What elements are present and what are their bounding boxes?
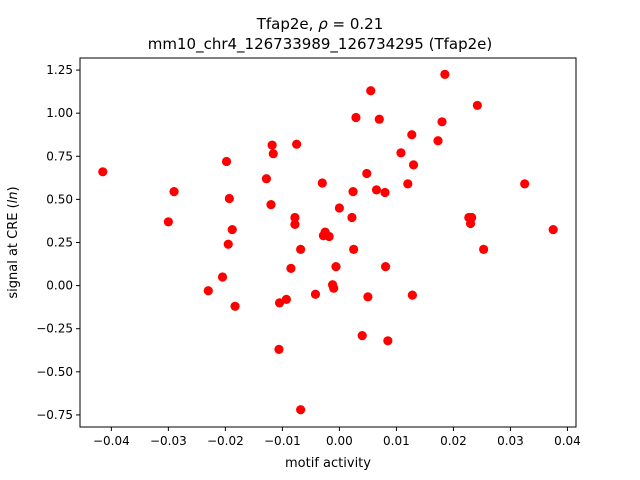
data-point-34: [349, 244, 359, 254]
y-axis-label: signal at CRE (ln): [6, 186, 21, 298]
data-point-52: [440, 69, 450, 79]
data-point-55: [467, 212, 477, 223]
data-point-23: [310, 289, 321, 299]
data-point-56: [472, 100, 482, 111]
data-point-57: [479, 244, 489, 254]
data-point-14: [274, 344, 284, 355]
title-suffix: = 0.21: [328, 15, 384, 33]
data-point-0: [98, 167, 108, 177]
x-tick-label-8: 0.04: [554, 434, 581, 448]
plot-frame: [79, 57, 577, 428]
data-point-27: [324, 231, 334, 242]
data-point-49: [408, 160, 419, 170]
x-axis-label: motif activity: [285, 456, 371, 471]
data-point-32: [347, 212, 357, 223]
data-point-39: [366, 86, 376, 96]
data-point-7: [224, 193, 234, 204]
x-tick-label-2: −0.02: [207, 434, 244, 448]
data-point-45: [396, 148, 406, 158]
data-points: [98, 69, 558, 415]
data-point-16: [281, 294, 291, 304]
data-point-47: [407, 130, 417, 140]
data-point-15: [274, 298, 285, 308]
chart-title-line2: mm10_chr4_126733989_126734295 (Tfap2e): [148, 35, 492, 54]
y-tick-label-5: 0.50: [46, 192, 73, 206]
data-point-38: [363, 292, 373, 302]
data-point-30: [331, 262, 341, 272]
y-axis-ticks: −0.75 −0.50 −0.25 0.00 0.25 0.50 0.75 1.00 1.25: [36, 63, 80, 422]
y-axis-label-ln: ln: [6, 191, 21, 203]
y-tick-label-4: 0.25: [46, 236, 73, 250]
data-point-44: [383, 336, 393, 346]
data-point-33: [348, 187, 358, 197]
y-tick-label-1: −0.50: [36, 365, 73, 379]
y-tick-label-3: 0.00: [46, 279, 73, 293]
data-point-41: [374, 114, 384, 124]
data-point-22: [296, 405, 306, 415]
data-point-40: [371, 185, 382, 195]
data-point-48: [407, 290, 417, 300]
data-point-5: [221, 156, 232, 167]
data-point-51: [437, 117, 447, 127]
data-point-59: [548, 224, 558, 235]
x-tick-label-7: 0.03: [497, 434, 524, 448]
data-point-10: [261, 174, 272, 184]
data-point-8: [227, 224, 237, 235]
y-axis-label-prefix: signal at CRE (: [6, 203, 21, 298]
chart-title-line1: Tfap2e, ρ = 0.21: [256, 15, 384, 33]
y-tick-label-7: 1.00: [46, 106, 73, 120]
data-point-24: [317, 178, 327, 188]
data-point-12: [267, 140, 277, 150]
x-tick-label-1: −0.03: [150, 434, 187, 448]
data-point-37: [362, 168, 372, 179]
x-axis-ticks: −0.04 −0.03 −0.02 −0.01 0.00 0.01 0.02 0.03 0.04: [93, 427, 581, 448]
y-tick-label-8: 1.25: [46, 63, 73, 77]
x-tick-label-6: 0.02: [440, 434, 467, 448]
data-point-2: [169, 187, 179, 197]
data-point-29: [329, 283, 339, 293]
y-tick-label-6: 0.75: [46, 149, 73, 163]
x-tick-label-5: 0.01: [383, 434, 410, 448]
x-tick-label-0: −0.04: [93, 434, 130, 448]
title-prefix: Tfap2e,: [256, 15, 318, 33]
data-point-50: [433, 136, 443, 146]
title-rho: ρ: [318, 15, 328, 33]
x-tick-label-3: −0.01: [264, 434, 301, 448]
data-point-35: [351, 112, 361, 123]
data-point-17: [286, 263, 296, 273]
data-point-19: [290, 219, 300, 229]
data-point-36: [357, 331, 367, 341]
y-tick-label-0: −0.75: [36, 408, 73, 422]
data-point-43: [380, 262, 391, 272]
data-point-21: [296, 244, 306, 254]
data-point-20: [292, 139, 302, 149]
data-point-42: [380, 187, 390, 198]
data-point-3: [203, 286, 213, 296]
y-tick-label-2: −0.25: [36, 322, 73, 336]
data-point-58: [520, 179, 530, 189]
data-point-9: [230, 301, 240, 311]
data-point-6: [223, 239, 233, 249]
data-point-31: [334, 203, 344, 213]
data-point-13: [268, 149, 278, 159]
data-point-1: [163, 217, 173, 227]
data-point-46: [403, 179, 413, 189]
data-point-11: [266, 199, 276, 210]
data-point-4: [217, 272, 228, 282]
data-point-18: [290, 212, 300, 223]
y-axis-label-suffix: ): [6, 186, 21, 191]
x-tick-label-4: 0.00: [326, 434, 353, 448]
